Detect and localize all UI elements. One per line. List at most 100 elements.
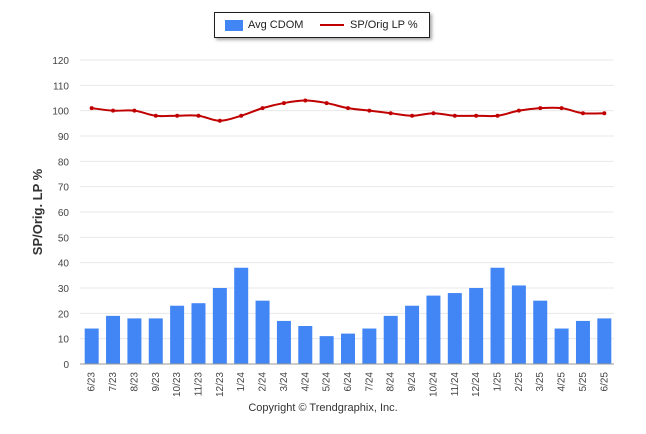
x-tick-label: 8/23 [129, 372, 140, 392]
bar-swatch-icon [225, 19, 243, 31]
x-tick-label: 1/25 [493, 372, 504, 392]
bar-avg-cdom[interactable] [490, 267, 505, 364]
x-tick-label: 10/23 [172, 372, 183, 397]
x-tick-label: 4/24 [300, 372, 311, 392]
bar-avg-cdom[interactable] [106, 315, 121, 364]
y-tick-label: 50 [58, 233, 70, 244]
x-tick-label: 9/23 [151, 372, 162, 392]
point-sp-orig-lp[interactable] [602, 111, 607, 116]
line-swatch-icon [320, 24, 344, 26]
bar-avg-cdom[interactable] [447, 293, 462, 364]
y-axis-ticks: 0 10 20 30 40 50 60 70 80 90 100 110 120 [52, 56, 69, 371]
x-tick-label: 1/24 [236, 372, 247, 392]
x-tick-label: 12/23 [215, 372, 226, 397]
bar-avg-cdom[interactable] [255, 300, 270, 364]
point-sp-orig-lp[interactable] [474, 113, 479, 118]
point-sp-orig-lp[interactable] [111, 108, 116, 113]
y-tick-label: 0 [63, 360, 69, 371]
legend-item-avg-cdom[interactable]: Avg CDOM [225, 18, 303, 32]
x-tick-label: 11/23 [193, 372, 204, 397]
bar-avg-cdom[interactable] [575, 320, 590, 364]
y-tick-label: 60 [58, 208, 70, 219]
point-sp-orig-lp[interactable] [410, 113, 415, 118]
point-sp-orig-lp[interactable] [388, 111, 393, 116]
line-series [89, 98, 607, 123]
bar-avg-cdom[interactable] [469, 288, 484, 364]
bar-avg-cdom[interactable] [341, 333, 355, 364]
point-sp-orig-lp[interactable] [196, 113, 201, 118]
bar-avg-cdom[interactable] [234, 267, 249, 364]
x-tick-label: 3/24 [279, 372, 290, 392]
x-tick-label: 3/25 [535, 372, 546, 392]
y-tick-label: 90 [58, 132, 70, 143]
x-axis-ticks: 6/23 7/23 8/23 9/23 10/23 11/23 12/23 1/24 2/24 3… [87, 372, 611, 397]
point-sp-orig-lp[interactable] [89, 106, 94, 111]
point-sp-orig-lp[interactable] [559, 106, 564, 111]
x-tick-label: 5/24 [322, 372, 333, 392]
bar-avg-cdom[interactable] [405, 305, 420, 364]
y-tick-label: 70 [58, 183, 70, 194]
gridlines [80, 59, 614, 340]
point-sp-orig-lp[interactable] [303, 98, 308, 103]
point-sp-orig-lp[interactable] [538, 106, 543, 111]
point-sp-orig-lp[interactable] [175, 113, 180, 118]
bar-avg-cdom[interactable] [170, 305, 185, 364]
y-tick-label: 10 [58, 335, 70, 346]
x-tick-label: 5/25 [578, 372, 589, 392]
y-tick-label: 110 [53, 81, 69, 92]
x-tick-label: 7/24 [364, 372, 375, 392]
point-sp-orig-lp[interactable] [324, 101, 329, 106]
bar-avg-cdom[interactable] [148, 318, 163, 364]
bar-avg-cdom[interactable] [533, 300, 548, 364]
y-tick-label: 120 [52, 56, 69, 67]
x-tick-label: 6/25 [599, 372, 610, 392]
y-tick-label: 80 [58, 157, 70, 168]
point-sp-orig-lp[interactable] [217, 118, 222, 123]
point-sp-orig-lp[interactable] [452, 113, 457, 118]
point-sp-orig-lp[interactable] [495, 113, 500, 118]
point-sp-orig-lp[interactable] [367, 108, 372, 113]
point-sp-orig-lp[interactable] [153, 113, 158, 118]
y-tick-label: 30 [58, 284, 70, 295]
point-sp-orig-lp[interactable] [239, 113, 244, 118]
point-sp-orig-lp[interactable] [516, 108, 521, 113]
bar-avg-cdom[interactable] [554, 328, 569, 364]
bar-avg-cdom[interactable] [362, 328, 377, 364]
bar-avg-cdom[interactable] [319, 336, 334, 364]
bar-series [84, 267, 612, 364]
x-tick-label: 7/23 [108, 372, 119, 392]
x-tick-label: 11/24 [450, 372, 461, 397]
bar-avg-cdom[interactable] [212, 288, 227, 364]
bar-avg-cdom[interactable] [127, 318, 142, 364]
y-tick-label: 20 [58, 309, 70, 320]
point-sp-orig-lp[interactable] [580, 111, 585, 116]
y-tick-label: 100 [52, 107, 69, 118]
bar-avg-cdom[interactable] [597, 318, 612, 364]
x-tick-label: 9/24 [407, 372, 418, 392]
bar-avg-cdom[interactable] [383, 315, 398, 364]
y-axis-label: SP/Orig. LP % [30, 168, 45, 255]
x-tick-label: 2/24 [258, 372, 269, 392]
x-tick-label: 6/24 [343, 372, 354, 392]
legend-item-sp-orig[interactable]: SP/Orig LP % [320, 18, 418, 32]
bar-avg-cdom[interactable] [84, 328, 99, 364]
bar-avg-cdom[interactable] [191, 303, 206, 364]
point-sp-orig-lp[interactable] [260, 106, 265, 111]
x-tick-label: 10/24 [428, 372, 439, 397]
legend-label-avg-cdom: Avg CDOM [248, 19, 304, 31]
bar-avg-cdom[interactable] [511, 285, 526, 364]
y-tick-label: 40 [58, 259, 70, 270]
bar-avg-cdom[interactable] [298, 326, 313, 364]
point-sp-orig-lp[interactable] [281, 101, 286, 106]
x-tick-label: 8/24 [386, 372, 397, 392]
legend-label-sp-orig: SP/Orig LP % [350, 19, 418, 31]
bar-avg-cdom[interactable] [276, 320, 291, 364]
x-tick-label: 6/23 [87, 372, 98, 392]
x-tick-label: 12/24 [471, 372, 482, 397]
x-tick-label: 2/25 [514, 372, 525, 392]
point-sp-orig-lp[interactable] [346, 106, 350, 111]
bar-avg-cdom[interactable] [426, 295, 441, 364]
point-sp-orig-lp[interactable] [431, 111, 436, 116]
point-sp-orig-lp[interactable] [132, 108, 137, 113]
